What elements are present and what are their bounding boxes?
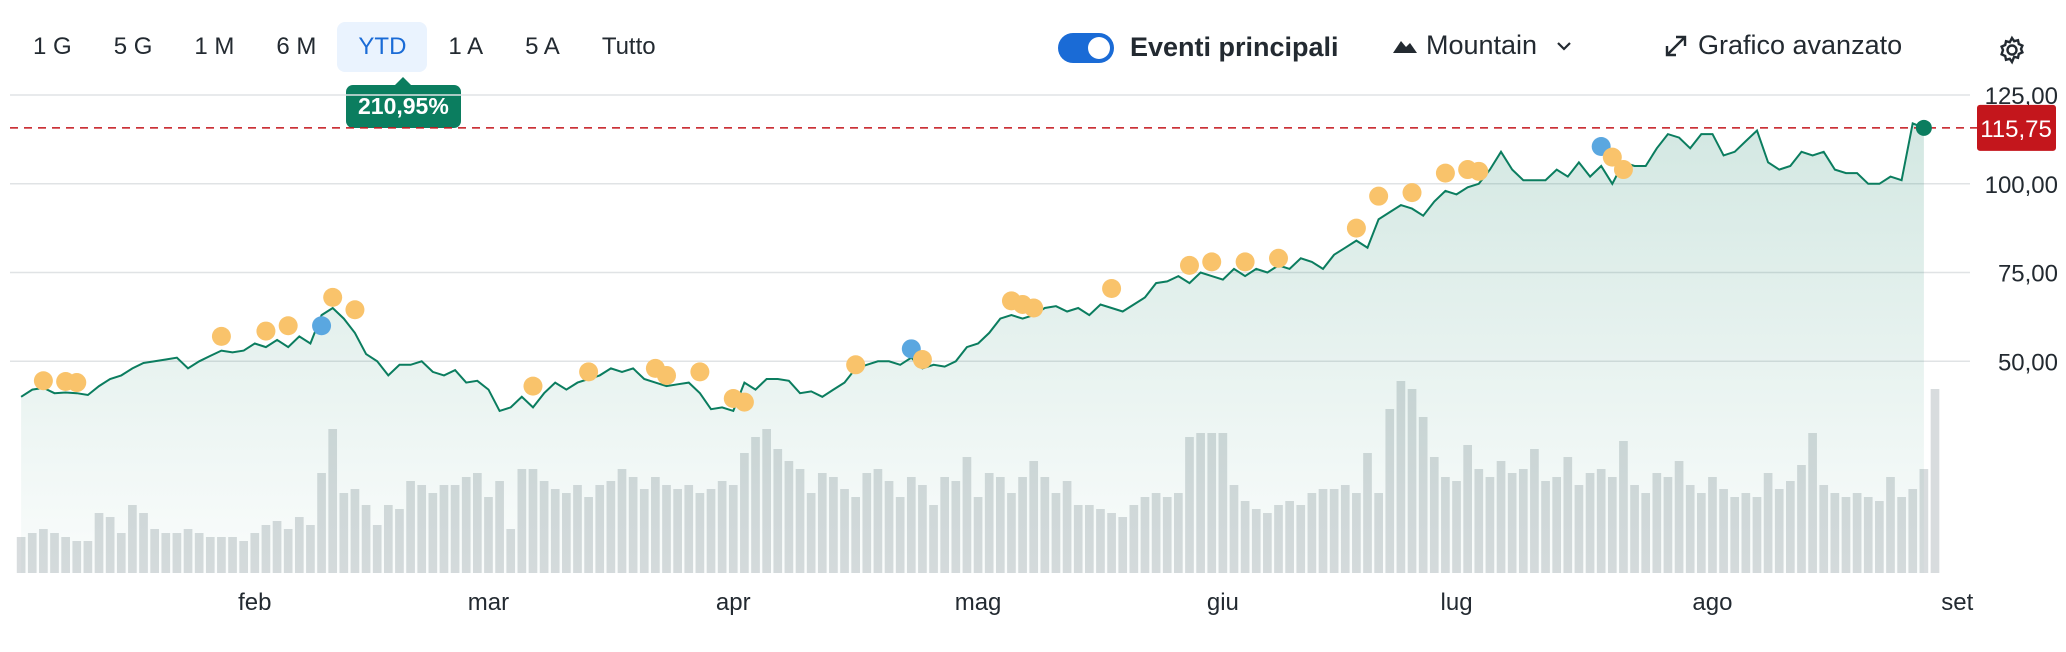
tab-5g[interactable]: 5 G — [113, 33, 153, 60]
tab-5a[interactable]: 5 A — [525, 33, 560, 60]
event-marker[interactable] — [1024, 298, 1044, 318]
event-marker[interactable] — [912, 349, 932, 369]
tab-6m[interactable]: 6 M — [276, 33, 317, 60]
x-tick-label: feb — [238, 589, 271, 616]
tab-1a[interactable]: 1 A — [448, 33, 484, 60]
chart-type-label: Mountain — [1426, 30, 1538, 60]
mountain-icon — [1393, 40, 1417, 53]
gear-icon — [2000, 35, 2024, 65]
event-marker[interactable] — [1346, 218, 1366, 238]
current-price-tag: 115,75 — [1977, 104, 2056, 151]
volume-bar — [1930, 389, 1940, 573]
y-tick-label: 50,00 — [1998, 349, 2058, 376]
event-marker[interactable] — [579, 362, 599, 382]
event-marker[interactable] — [67, 373, 87, 393]
price-tag-bg — [1977, 104, 2056, 151]
event-marker[interactable] — [1102, 278, 1122, 298]
advanced-chart-button[interactable]: Grafico avanzato — [1664, 30, 1902, 61]
event-marker[interactable] — [345, 300, 365, 320]
y-tick-label: 100,00 — [1985, 172, 2058, 199]
key-events-toggle[interactable] — [1058, 32, 1114, 63]
event-marker-blue[interactable] — [312, 316, 332, 336]
event-marker[interactable] — [1202, 252, 1222, 272]
tab-tutto[interactable]: Tutto — [601, 33, 656, 60]
tab-ytd[interactable]: YTD — [337, 22, 428, 72]
x-tick-label: apr — [716, 589, 751, 616]
key-events — [33, 136, 1633, 412]
event-marker[interactable] — [846, 355, 866, 375]
price-line — [20, 122, 1925, 413]
settings-button[interactable] — [1997, 35, 2027, 70]
event-marker[interactable] — [734, 392, 754, 412]
key-events-toggle-group[interactable]: Eventi principali — [1058, 32, 1339, 63]
event-marker[interactable] — [1235, 252, 1255, 272]
event-marker[interactable] — [33, 371, 53, 391]
expand-icon — [1665, 35, 1687, 56]
price-area — [21, 123, 1924, 574]
advanced-chart-label: Grafico avanzato — [1698, 30, 1903, 60]
event-marker[interactable] — [523, 376, 543, 396]
x-tick-label: giu — [1207, 589, 1239, 616]
key-events-label: Eventi principali — [1130, 32, 1339, 62]
price-tag-label: 115,75 — [1980, 116, 2052, 143]
y-tick-label: 75,00 — [1998, 261, 2058, 288]
toggle-knob — [1088, 36, 1110, 59]
x-tick-label: set — [1941, 589, 1973, 616]
range-tabs: 1 G 5 G 1 M 6 M YTD 1 A 5 A Tutto — [12, 22, 677, 72]
x-tick-label: mar — [468, 589, 509, 616]
event-marker[interactable] — [256, 321, 276, 341]
x-axis-labels: feb mar apr mag giu lug ago set — [238, 589, 1973, 616]
event-marker[interactable] — [1602, 147, 1622, 167]
event-marker[interactable] — [657, 365, 677, 385]
chart-toolbar: 1 G 5 G 1 M 6 M YTD 1 A 5 A Tutto Eventi… — [0, 0, 2066, 128]
tab-1g[interactable]: 1 G — [33, 33, 72, 60]
event-marker[interactable] — [323, 287, 343, 307]
event-marker[interactable] — [690, 362, 710, 382]
x-tick-label: mag — [955, 589, 1002, 616]
last-price-dot — [1915, 119, 1932, 136]
event-marker[interactable] — [278, 316, 298, 336]
event-marker[interactable] — [1179, 255, 1199, 275]
event-marker[interactable] — [1469, 161, 1489, 181]
event-marker[interactable] — [1402, 183, 1422, 203]
tab-1m[interactable]: 1 M — [194, 33, 235, 60]
performance-badge: 210,95% — [346, 77, 461, 128]
chart-type-dropdown[interactable]: Mountain — [1392, 30, 1573, 61]
event-marker[interactable] — [1613, 160, 1633, 180]
event-marker[interactable] — [1435, 163, 1455, 183]
chevron-down-icon — [1557, 41, 1571, 51]
event-marker[interactable] — [211, 326, 231, 346]
x-tick-label: lug — [1441, 589, 1473, 616]
x-tick-label: ago — [1692, 589, 1732, 616]
event-marker[interactable] — [1268, 248, 1288, 268]
event-marker[interactable] — [1369, 186, 1389, 206]
